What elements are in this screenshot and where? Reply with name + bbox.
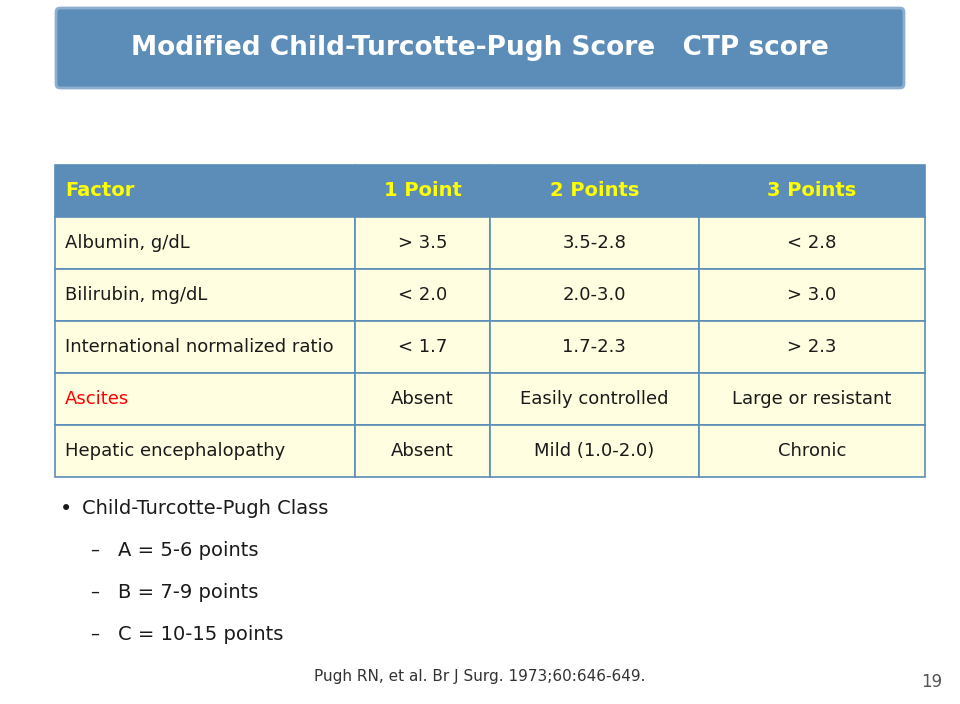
Text: Bilirubin, mg/dL: Bilirubin, mg/dL — [65, 286, 207, 304]
FancyBboxPatch shape — [56, 8, 904, 88]
Bar — [699, 321, 925, 373]
Text: –: – — [90, 583, 99, 601]
Bar — [355, 321, 490, 373]
Text: –: – — [90, 625, 99, 643]
Bar — [490, 165, 699, 217]
Bar — [699, 165, 925, 217]
Bar — [355, 217, 490, 269]
Bar — [490, 269, 699, 321]
Text: B = 7-9 points: B = 7-9 points — [118, 583, 258, 602]
Text: Pugh RN, et al. Br J Surg. 1973;60:646-649.: Pugh RN, et al. Br J Surg. 1973;60:646-6… — [314, 669, 646, 684]
Text: Ascites: Ascites — [65, 390, 130, 408]
Text: •: • — [60, 499, 72, 519]
Bar — [490, 373, 699, 425]
Text: A = 5-6 points: A = 5-6 points — [118, 541, 258, 560]
Text: Modified Child-Turcotte-Pugh Score   CTP score: Modified Child-Turcotte-Pugh Score CTP s… — [132, 35, 828, 61]
Text: 3.5-2.8: 3.5-2.8 — [563, 234, 626, 252]
Bar — [490, 321, 699, 373]
Bar — [490, 425, 699, 477]
Text: 1.7-2.3: 1.7-2.3 — [563, 338, 626, 356]
Text: Large or resistant: Large or resistant — [732, 390, 892, 408]
Text: –: – — [90, 541, 99, 559]
Text: > 3.0: > 3.0 — [787, 286, 836, 304]
Bar — [55, 373, 355, 425]
Text: < 2.0: < 2.0 — [398, 286, 447, 304]
Bar — [699, 373, 925, 425]
Text: > 3.5: > 3.5 — [397, 234, 447, 252]
Text: Mild (1.0-2.0): Mild (1.0-2.0) — [535, 442, 655, 460]
Bar — [355, 165, 490, 217]
Bar — [55, 217, 355, 269]
Bar — [490, 217, 699, 269]
Bar — [55, 425, 355, 477]
Text: Chronic: Chronic — [778, 442, 846, 460]
Text: 3 Points: 3 Points — [767, 182, 856, 201]
Bar — [55, 269, 355, 321]
Text: 2 Points: 2 Points — [550, 182, 639, 201]
Bar — [699, 269, 925, 321]
Text: Child-Turcotte-Pugh Class: Child-Turcotte-Pugh Class — [82, 499, 328, 518]
Text: Albumin, g/dL: Albumin, g/dL — [65, 234, 190, 252]
Text: C = 10-15 points: C = 10-15 points — [118, 625, 283, 644]
Text: 1 Point: 1 Point — [384, 182, 462, 201]
Bar — [699, 425, 925, 477]
Text: 2.0-3.0: 2.0-3.0 — [563, 286, 626, 304]
Text: International normalized ratio: International normalized ratio — [65, 338, 334, 356]
Bar — [355, 425, 490, 477]
Text: Absent: Absent — [392, 390, 454, 408]
Text: < 1.7: < 1.7 — [397, 338, 447, 356]
Text: Absent: Absent — [392, 442, 454, 460]
Text: < 2.8: < 2.8 — [787, 234, 836, 252]
Text: > 2.3: > 2.3 — [787, 338, 837, 356]
Text: Factor: Factor — [65, 182, 134, 201]
Bar — [55, 321, 355, 373]
Text: 19: 19 — [921, 673, 942, 691]
Bar — [355, 373, 490, 425]
Bar — [355, 269, 490, 321]
Text: Hepatic encephalopathy: Hepatic encephalopathy — [65, 442, 285, 460]
Text: Easily controlled: Easily controlled — [520, 390, 669, 408]
Bar — [55, 165, 355, 217]
Bar — [699, 217, 925, 269]
